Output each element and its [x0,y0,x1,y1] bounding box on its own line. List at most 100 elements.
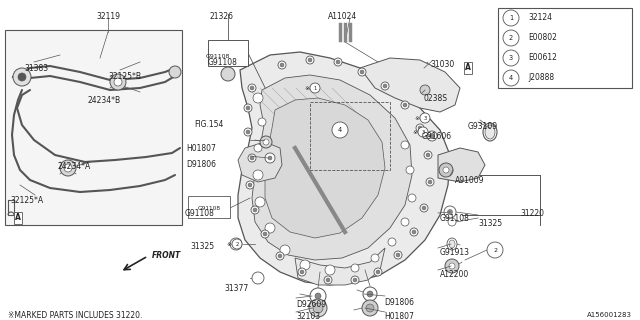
Circle shape [503,30,519,46]
Polygon shape [438,148,485,182]
Circle shape [310,83,320,93]
Circle shape [420,204,428,212]
Text: 4: 4 [338,127,342,133]
Circle shape [363,287,377,301]
Circle shape [258,118,266,126]
Text: 4: 4 [509,75,513,81]
Circle shape [248,154,256,162]
Circle shape [439,163,453,177]
Text: 31377: 31377 [224,284,248,293]
Text: E00612: E00612 [528,53,557,62]
Circle shape [221,67,235,81]
Text: 3: 3 [424,116,427,121]
Circle shape [300,260,310,270]
Text: 32124: 32124 [528,13,552,22]
Circle shape [310,288,326,304]
Circle shape [401,218,409,226]
Ellipse shape [449,240,455,248]
Circle shape [248,84,256,92]
Text: A: A [465,63,471,73]
Text: 31325: 31325 [478,219,502,228]
Text: 1: 1 [314,85,317,91]
Ellipse shape [447,238,457,250]
Circle shape [445,259,459,273]
Circle shape [230,238,242,250]
Circle shape [263,139,269,145]
Circle shape [324,276,332,284]
Circle shape [268,156,272,160]
Circle shape [426,178,434,186]
Text: G91108: G91108 [440,214,470,223]
Circle shape [429,133,435,139]
Circle shape [306,56,314,64]
Text: G91108: G91108 [206,53,230,59]
Circle shape [278,61,286,69]
Text: 3: 3 [509,55,513,61]
Circle shape [253,208,257,212]
Circle shape [376,270,380,274]
Text: H01807: H01807 [384,312,414,320]
Text: 2: 2 [509,35,513,41]
Circle shape [408,194,416,202]
Text: E00802: E00802 [528,34,557,43]
Circle shape [265,223,275,233]
Text: A11024: A11024 [328,12,357,21]
Circle shape [503,10,519,26]
Circle shape [260,136,272,148]
Circle shape [418,126,422,130]
Text: 21326: 21326 [210,12,234,21]
Text: FRONT: FRONT [152,252,181,260]
Circle shape [362,300,378,316]
Circle shape [246,106,250,110]
Circle shape [503,50,519,66]
Polygon shape [360,58,460,112]
Circle shape [169,66,181,78]
Circle shape [244,128,252,136]
Bar [188,196,230,218]
Text: 3: 3 [421,130,424,134]
Text: A12200: A12200 [440,270,469,279]
Circle shape [416,124,424,132]
Circle shape [351,264,359,272]
Circle shape [427,131,437,141]
Circle shape [308,58,312,62]
Circle shape [371,254,379,262]
Circle shape [110,74,126,90]
Circle shape [381,82,389,90]
Polygon shape [265,98,385,238]
Circle shape [396,253,400,257]
Circle shape [358,68,366,76]
Text: 32119: 32119 [96,12,120,21]
Circle shape [420,113,430,123]
Circle shape [418,127,428,137]
Text: 1: 1 [509,15,513,21]
Polygon shape [238,142,282,182]
Circle shape [443,167,449,173]
Circle shape [276,252,284,260]
Circle shape [250,86,254,90]
Circle shape [280,63,284,67]
Circle shape [251,206,259,214]
Text: ※: ※ [413,130,418,134]
Ellipse shape [483,123,497,141]
Text: G91108: G91108 [208,58,238,67]
Circle shape [383,84,387,88]
Circle shape [261,230,269,238]
Circle shape [263,232,267,236]
Circle shape [326,278,330,282]
Bar [310,102,390,170]
Circle shape [252,272,264,284]
Circle shape [315,293,321,299]
Circle shape [253,93,263,103]
Circle shape [503,70,519,86]
Circle shape [412,230,416,234]
Polygon shape [295,248,385,285]
Text: G91913: G91913 [440,248,470,257]
Circle shape [449,263,455,269]
Text: ※: ※ [305,85,310,91]
Text: 24234*B: 24234*B [88,96,121,105]
Circle shape [244,104,252,112]
Circle shape [422,206,426,210]
Text: 31383: 31383 [24,64,48,73]
Text: A: A [15,213,21,222]
